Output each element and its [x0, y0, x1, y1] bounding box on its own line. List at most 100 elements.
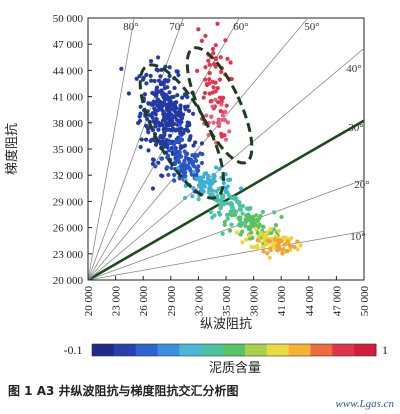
data-point	[141, 75, 146, 80]
data-point	[175, 69, 180, 74]
data-point	[289, 235, 294, 241]
data-point	[153, 120, 158, 126]
data-point	[227, 228, 233, 233]
data-point	[282, 242, 287, 247]
data-point	[218, 202, 223, 207]
data-point	[183, 173, 188, 179]
data-point	[172, 178, 177, 183]
data-point	[280, 247, 285, 253]
x-tick-label: 44 000	[304, 286, 316, 317]
watermark: www.Lgas.cn	[335, 398, 394, 410]
data-point	[155, 55, 161, 60]
x-tick-label: 29 000	[166, 286, 178, 317]
ray-label-70: 70°	[169, 21, 184, 33]
data-point	[211, 172, 216, 177]
data-point	[243, 223, 248, 229]
data-point	[182, 92, 188, 97]
data-point	[226, 177, 231, 182]
data-point	[199, 141, 205, 146]
data-point	[220, 117, 225, 122]
data-point	[248, 226, 253, 231]
data-point	[216, 100, 221, 105]
data-point	[155, 68, 161, 73]
data-point	[216, 186, 221, 192]
data-point	[145, 125, 150, 130]
data-point	[160, 92, 165, 97]
data-point	[202, 184, 208, 189]
data-point	[167, 133, 173, 138]
data-point	[246, 214, 251, 219]
data-point	[178, 107, 183, 113]
data-point	[158, 135, 163, 140]
data-point	[182, 162, 188, 167]
data-point	[225, 216, 230, 221]
x-tick-label: 38 000	[249, 286, 261, 317]
data-point	[208, 179, 213, 184]
colorbar-title: 泥质含量	[209, 360, 261, 376]
data-point	[196, 27, 201, 32]
data-point	[212, 61, 217, 67]
data-point	[162, 111, 168, 117]
data-point	[163, 116, 168, 121]
data-point	[219, 99, 224, 104]
data-point	[154, 93, 159, 98]
data-point	[268, 226, 273, 232]
data-point	[221, 181, 226, 186]
data-point	[149, 78, 154, 83]
data-point	[217, 77, 222, 82]
data-point	[273, 223, 279, 228]
data-point	[260, 244, 265, 250]
data-point	[156, 127, 161, 132]
data-point	[203, 33, 208, 39]
data-point	[260, 209, 266, 215]
data-point	[171, 94, 176, 99]
data-point	[222, 222, 227, 228]
data-point	[184, 127, 189, 132]
data-point	[212, 213, 217, 218]
data-point	[151, 157, 156, 163]
data-point	[213, 56, 219, 61]
x-tick-label: 35 000	[221, 286, 233, 317]
data-point	[223, 38, 228, 43]
data-point	[220, 231, 225, 236]
data-point	[164, 127, 170, 132]
data-point	[151, 91, 156, 96]
data-point	[257, 216, 262, 221]
colorbar	[91, 343, 377, 357]
data-point	[134, 76, 139, 81]
data-point	[215, 85, 220, 91]
data-point	[204, 113, 209, 118]
data-point	[144, 72, 149, 77]
plot-frame	[87, 17, 365, 281]
data-point	[169, 165, 174, 171]
data-point	[167, 140, 172, 145]
data-point	[223, 109, 228, 114]
data-point	[206, 133, 211, 138]
data-point	[177, 136, 182, 141]
data-point	[265, 251, 270, 256]
data-point	[261, 249, 266, 254]
data-point	[295, 239, 300, 244]
data-point	[144, 81, 149, 86]
data-point	[126, 91, 132, 96]
data-point	[207, 77, 212, 82]
ray-80	[88, 18, 135, 280]
data-point	[176, 165, 181, 171]
data-point	[210, 46, 216, 52]
data-point	[217, 166, 222, 172]
data-point	[172, 148, 177, 153]
y-tick-label: 41 000	[53, 92, 84, 104]
data-point	[279, 214, 284, 220]
data-point	[166, 78, 171, 83]
data-point	[143, 137, 149, 142]
data-point	[165, 105, 170, 110]
data-point	[225, 56, 230, 61]
data-point	[260, 224, 265, 229]
data-point	[186, 164, 191, 169]
data-point	[280, 251, 285, 256]
data-point	[237, 217, 242, 222]
data-point	[196, 183, 202, 188]
data-point	[254, 213, 259, 218]
x-tick-label: 26 000	[138, 286, 150, 317]
data-point	[219, 197, 224, 202]
